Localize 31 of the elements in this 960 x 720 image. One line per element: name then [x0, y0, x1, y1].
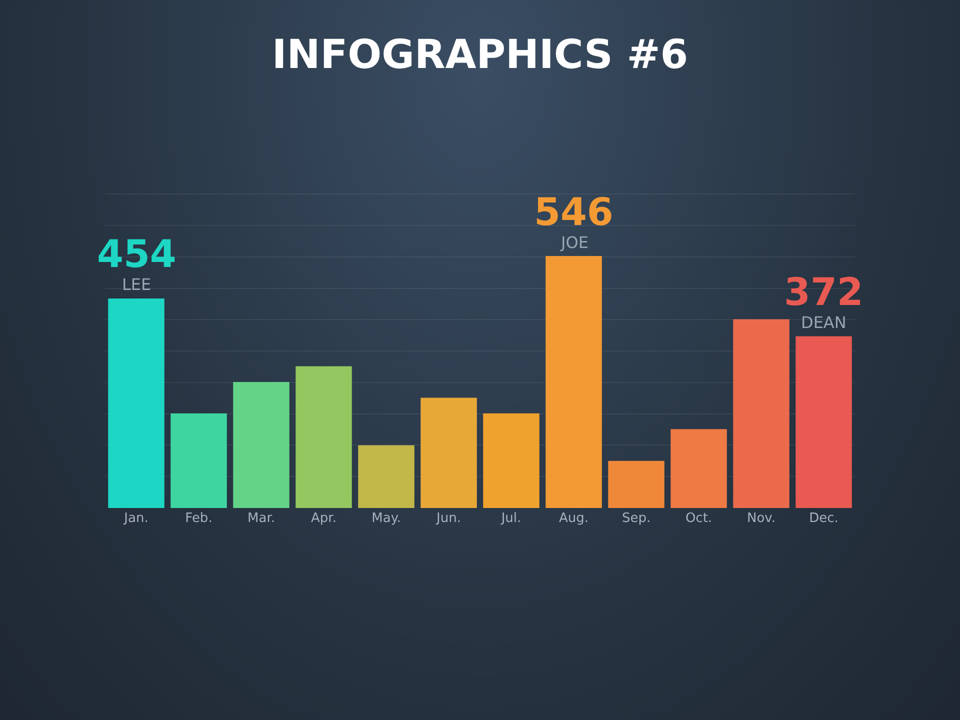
x-tick-label: Feb.: [185, 511, 212, 526]
data-label: 546: [534, 190, 614, 234]
annotation: JOE: [560, 233, 588, 252]
x-tick-label: Aug.: [558, 511, 589, 526]
bar: [233, 382, 290, 508]
bar: [483, 413, 540, 508]
bar: [670, 429, 727, 508]
x-tick-label: Nov.: [747, 511, 776, 526]
annotation: DEAN: [801, 313, 846, 332]
bar: [733, 319, 790, 508]
x-tick-label: Jan.: [123, 511, 148, 526]
x-tick-label: Apr.: [311, 511, 336, 526]
bar: [170, 413, 227, 508]
x-tick-label: Oct.: [685, 511, 712, 526]
x-tick-label: Jun.: [436, 511, 461, 526]
bar: [608, 460, 664, 508]
data-label: 372: [784, 270, 864, 314]
x-tick-label: Dec.: [809, 511, 838, 526]
x-tick-label: May.: [372, 511, 401, 526]
annotation: LEE: [122, 275, 152, 294]
x-tick-label: Sep.: [622, 511, 651, 526]
bar: [420, 398, 477, 508]
bar: [358, 445, 414, 508]
chart-title: INFOGRAPHICS #6: [272, 32, 688, 78]
bar: [796, 336, 852, 508]
bar: [546, 256, 602, 508]
x-tick-label: Jul.: [500, 511, 522, 526]
bar: [296, 366, 352, 508]
x-tick-label: Mar.: [248, 511, 275, 526]
data-label: 454: [97, 232, 176, 276]
bar: [108, 298, 164, 508]
